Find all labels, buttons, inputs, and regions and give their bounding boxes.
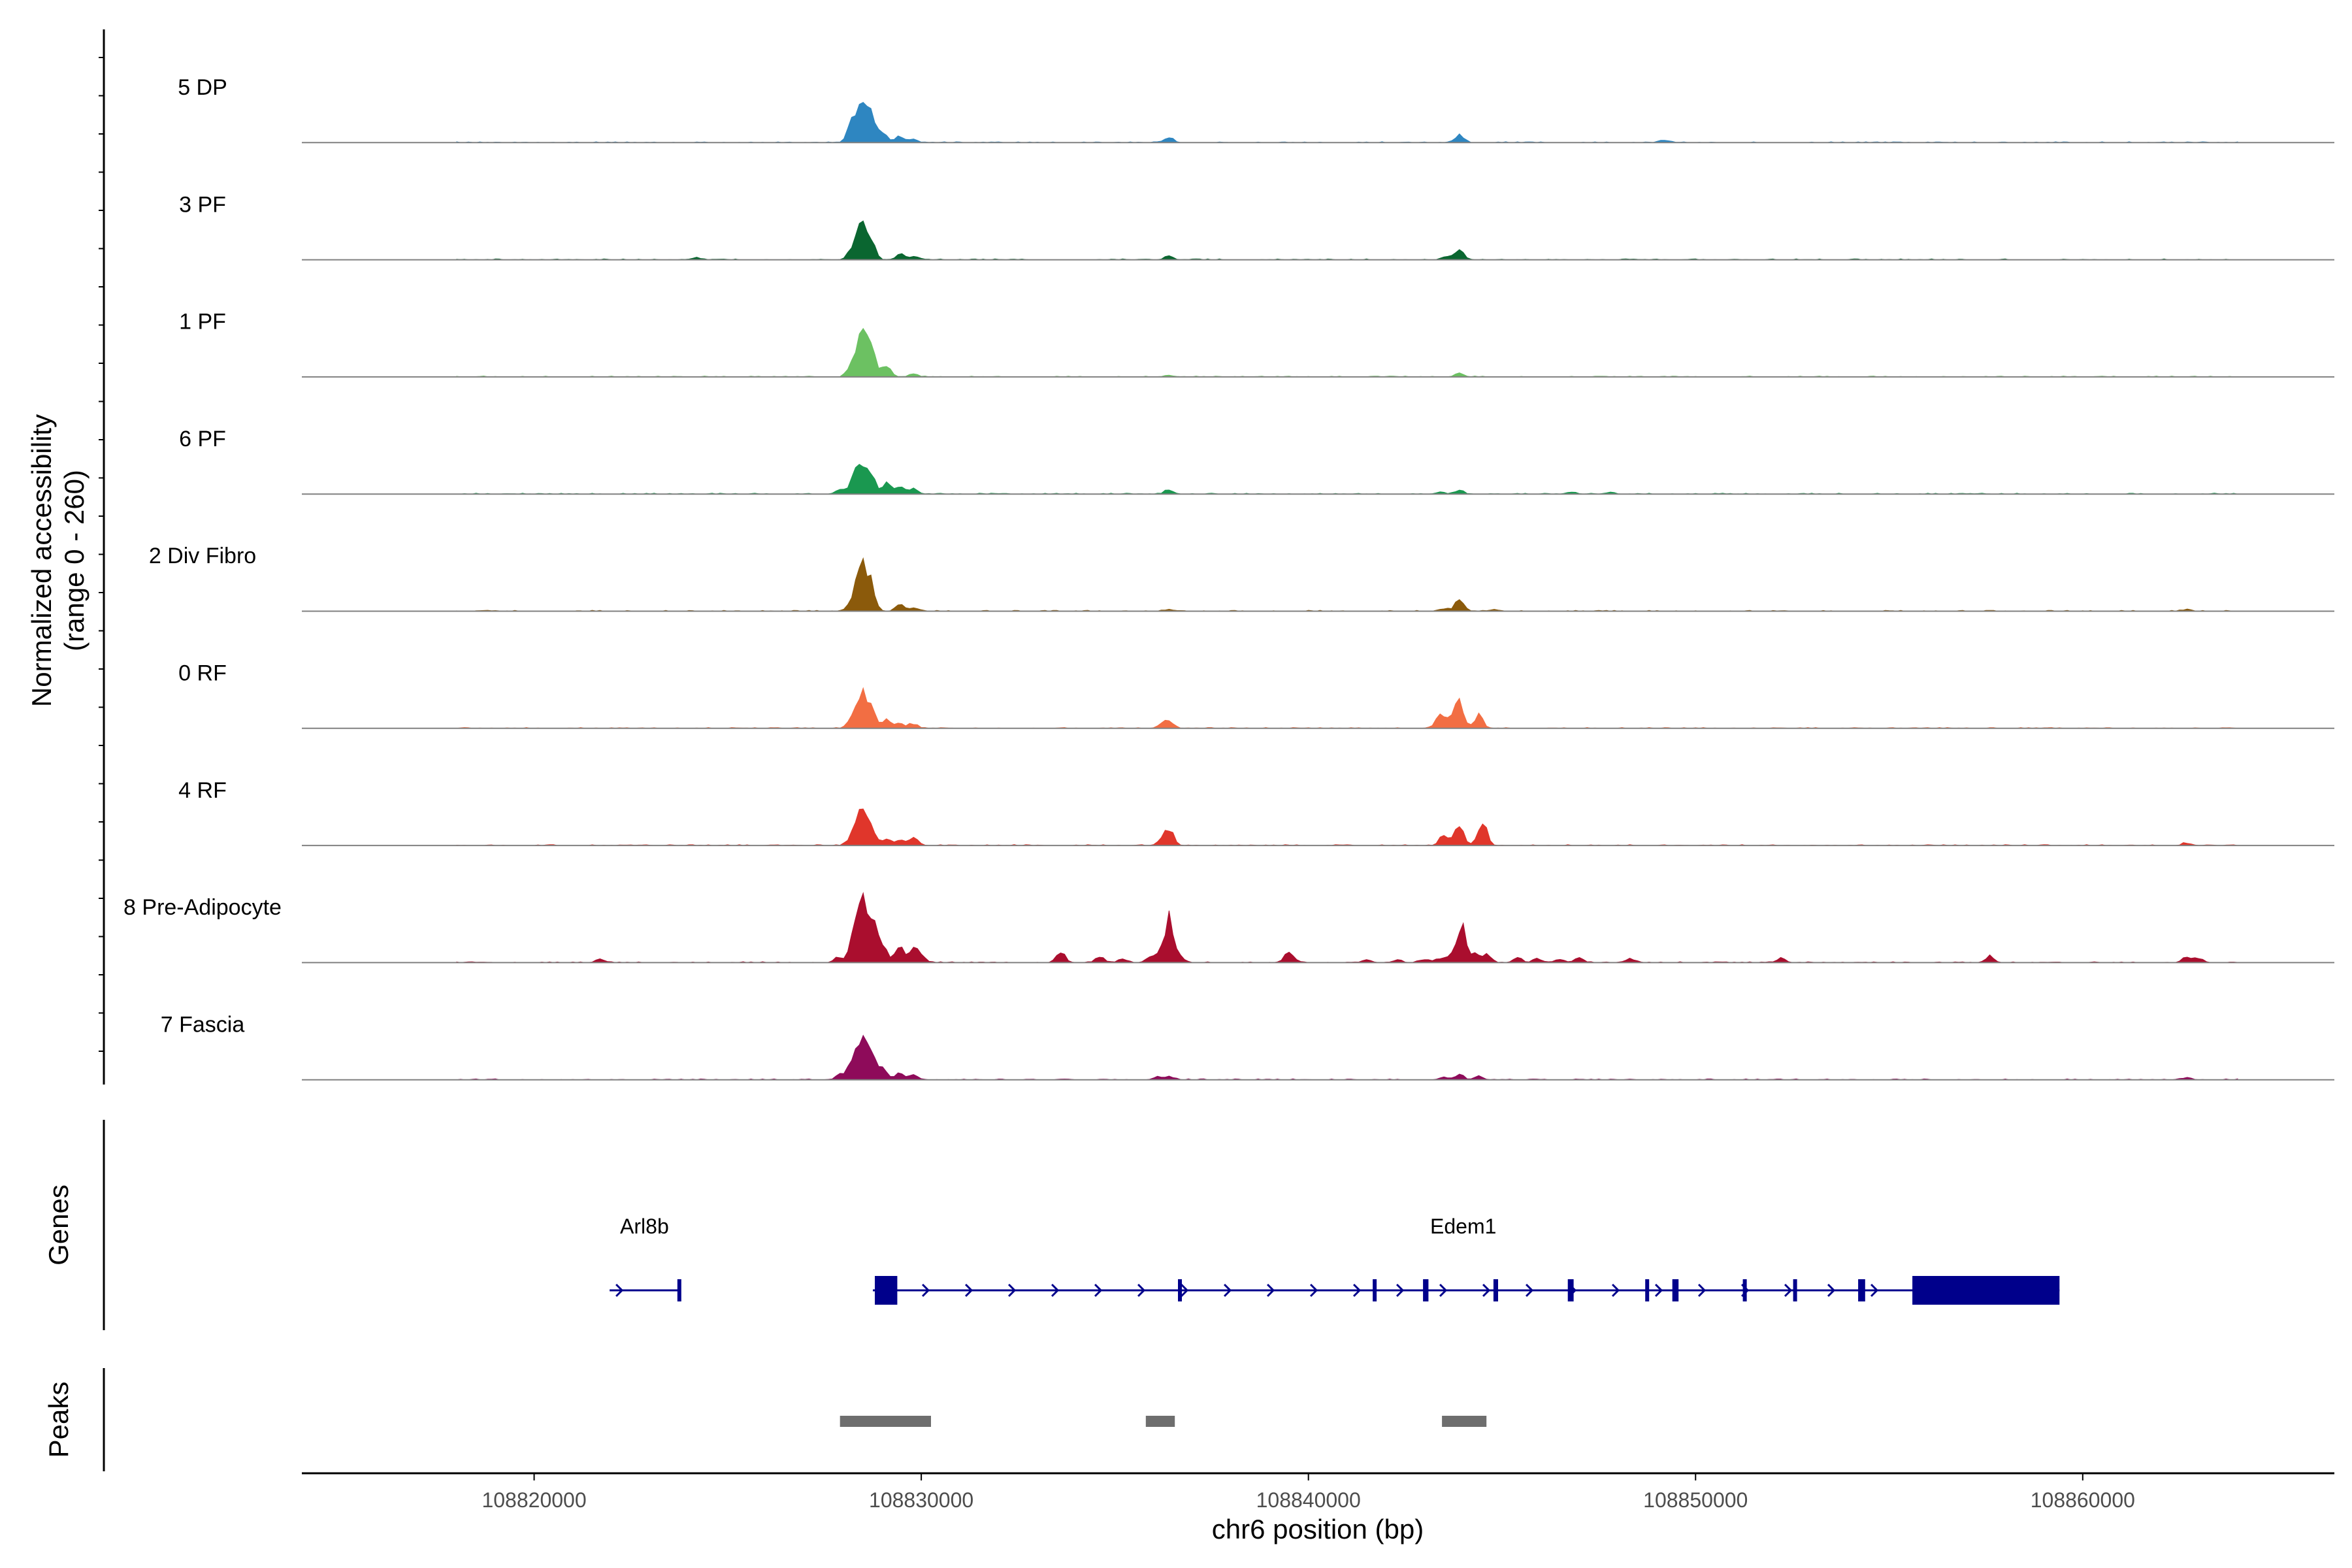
coverage-y-title-line2: (range 0 - 260) bbox=[59, 470, 90, 651]
peak-region bbox=[1442, 1416, 1487, 1427]
genes-panel: Genes Arl8b Edem1 bbox=[43, 1120, 2060, 1330]
peaks-y-title: Peaks bbox=[43, 1382, 74, 1458]
track-6-pf: 6 PF bbox=[179, 427, 2334, 495]
strand-arrow bbox=[1870, 1283, 1879, 1298]
track-8-pre-adipocyte: 8 Pre-Adipocyte bbox=[123, 892, 2334, 964]
track-3-pf: 3 PF bbox=[179, 192, 2334, 261]
x-tick-label: 108820000 bbox=[482, 1488, 586, 1512]
track-7-fascia: 7 Fascia bbox=[161, 1012, 2334, 1081]
gene-label: Edem1 bbox=[1430, 1215, 1496, 1238]
track-label: 3 PF bbox=[179, 192, 226, 217]
track-4-rf: 4 RF bbox=[178, 778, 2334, 847]
coverage-tracks: 5 DP 3 PF 1 PF 6 PF 2 Div Fibro 0 RF 4 RF 8 Pre… bbox=[123, 75, 2334, 1081]
peaks-panel: Peaks bbox=[43, 1368, 1487, 1471]
exon bbox=[1858, 1279, 1865, 1301]
gene-arl8b: Arl8b bbox=[610, 1215, 681, 1301]
peak-regions bbox=[840, 1416, 1487, 1427]
gene-edem1: Edem1 bbox=[873, 1215, 2060, 1305]
x-tick-label: 108840000 bbox=[1256, 1488, 1361, 1512]
exon bbox=[1373, 1279, 1377, 1301]
strand-arrow bbox=[1180, 1283, 1189, 1298]
x-axis-ticks: 108820000 108830000 108840000 108850000 1088… bbox=[482, 1473, 2135, 1512]
strand-arrow bbox=[964, 1283, 973, 1298]
peak-region bbox=[1145, 1416, 1175, 1427]
exon bbox=[1912, 1276, 2060, 1305]
strand-arrow bbox=[1396, 1283, 1405, 1298]
track-label: 6 PF bbox=[179, 427, 226, 451]
track-label: 8 Pre-Adipocyte bbox=[123, 895, 282, 920]
strand-arrow bbox=[1611, 1283, 1620, 1298]
track-label: 2 Div Fibro bbox=[149, 544, 256, 568]
coverage-y-axis: Normalized accessibility (range 0 - 260) bbox=[26, 29, 105, 1085]
track-label: 7 Fascia bbox=[161, 1012, 245, 1037]
strand-arrow bbox=[1352, 1283, 1362, 1298]
strand-arrow bbox=[1439, 1283, 1448, 1298]
coverage-y-title-line1: Normalized accessibility bbox=[26, 414, 57, 707]
genes-y-title: Genes bbox=[43, 1184, 74, 1266]
strand-arrow bbox=[1094, 1283, 1103, 1298]
track-1-pf: 1 PF bbox=[179, 310, 2334, 378]
track-label: 0 RF bbox=[178, 661, 227, 686]
strand-arrow bbox=[1137, 1283, 1146, 1298]
strand-arrow bbox=[615, 1283, 624, 1298]
x-tick-label: 108850000 bbox=[1643, 1488, 1748, 1512]
strand-arrow bbox=[1223, 1283, 1232, 1298]
strand-arrow bbox=[1309, 1283, 1318, 1298]
gene-models: Arl8b Edem1 bbox=[610, 1215, 2060, 1305]
strand-arrow bbox=[1266, 1283, 1275, 1298]
track-label: 4 RF bbox=[178, 778, 227, 803]
peak-region bbox=[840, 1416, 931, 1427]
exon bbox=[875, 1276, 898, 1305]
exon bbox=[1567, 1279, 1574, 1301]
exon bbox=[1645, 1279, 1650, 1301]
exon bbox=[1178, 1279, 1182, 1301]
strand-arrow bbox=[1482, 1283, 1491, 1298]
track-label: 5 DP bbox=[178, 75, 227, 100]
coverage-y-ticks bbox=[99, 57, 104, 1052]
strand-arrow bbox=[1051, 1283, 1060, 1298]
exon bbox=[1672, 1279, 1679, 1301]
exon bbox=[677, 1279, 681, 1301]
x-tick-label: 108830000 bbox=[869, 1488, 973, 1512]
track-label: 1 PF bbox=[179, 310, 226, 335]
exon bbox=[1493, 1279, 1498, 1301]
track-5-dp: 5 DP bbox=[178, 75, 2334, 144]
x-tick-label: 108860000 bbox=[2031, 1488, 2135, 1512]
strand-arrow bbox=[1007, 1283, 1017, 1298]
strand-arrow bbox=[1525, 1283, 1534, 1298]
x-axis-title: chr6 position (bp) bbox=[1212, 1514, 1424, 1544]
strand-arrow bbox=[921, 1283, 930, 1298]
gene-label: Arl8b bbox=[620, 1215, 669, 1238]
exon bbox=[1742, 1279, 1747, 1301]
track-0-rf: 0 RF bbox=[178, 661, 2334, 729]
track-2-div-fibro: 2 Div Fibro bbox=[149, 544, 2334, 612]
exon bbox=[1793, 1279, 1797, 1301]
exon bbox=[1423, 1279, 1429, 1301]
strand-arrow bbox=[1784, 1283, 1793, 1298]
strand-arrow bbox=[1827, 1283, 1836, 1298]
coverage-area bbox=[456, 687, 2238, 729]
x-axis: 108820000 108830000 108840000 108850000 1088… bbox=[302, 1472, 2334, 1544]
strand-arrow bbox=[1654, 1283, 1663, 1298]
strand-arrow bbox=[1697, 1283, 1707, 1298]
